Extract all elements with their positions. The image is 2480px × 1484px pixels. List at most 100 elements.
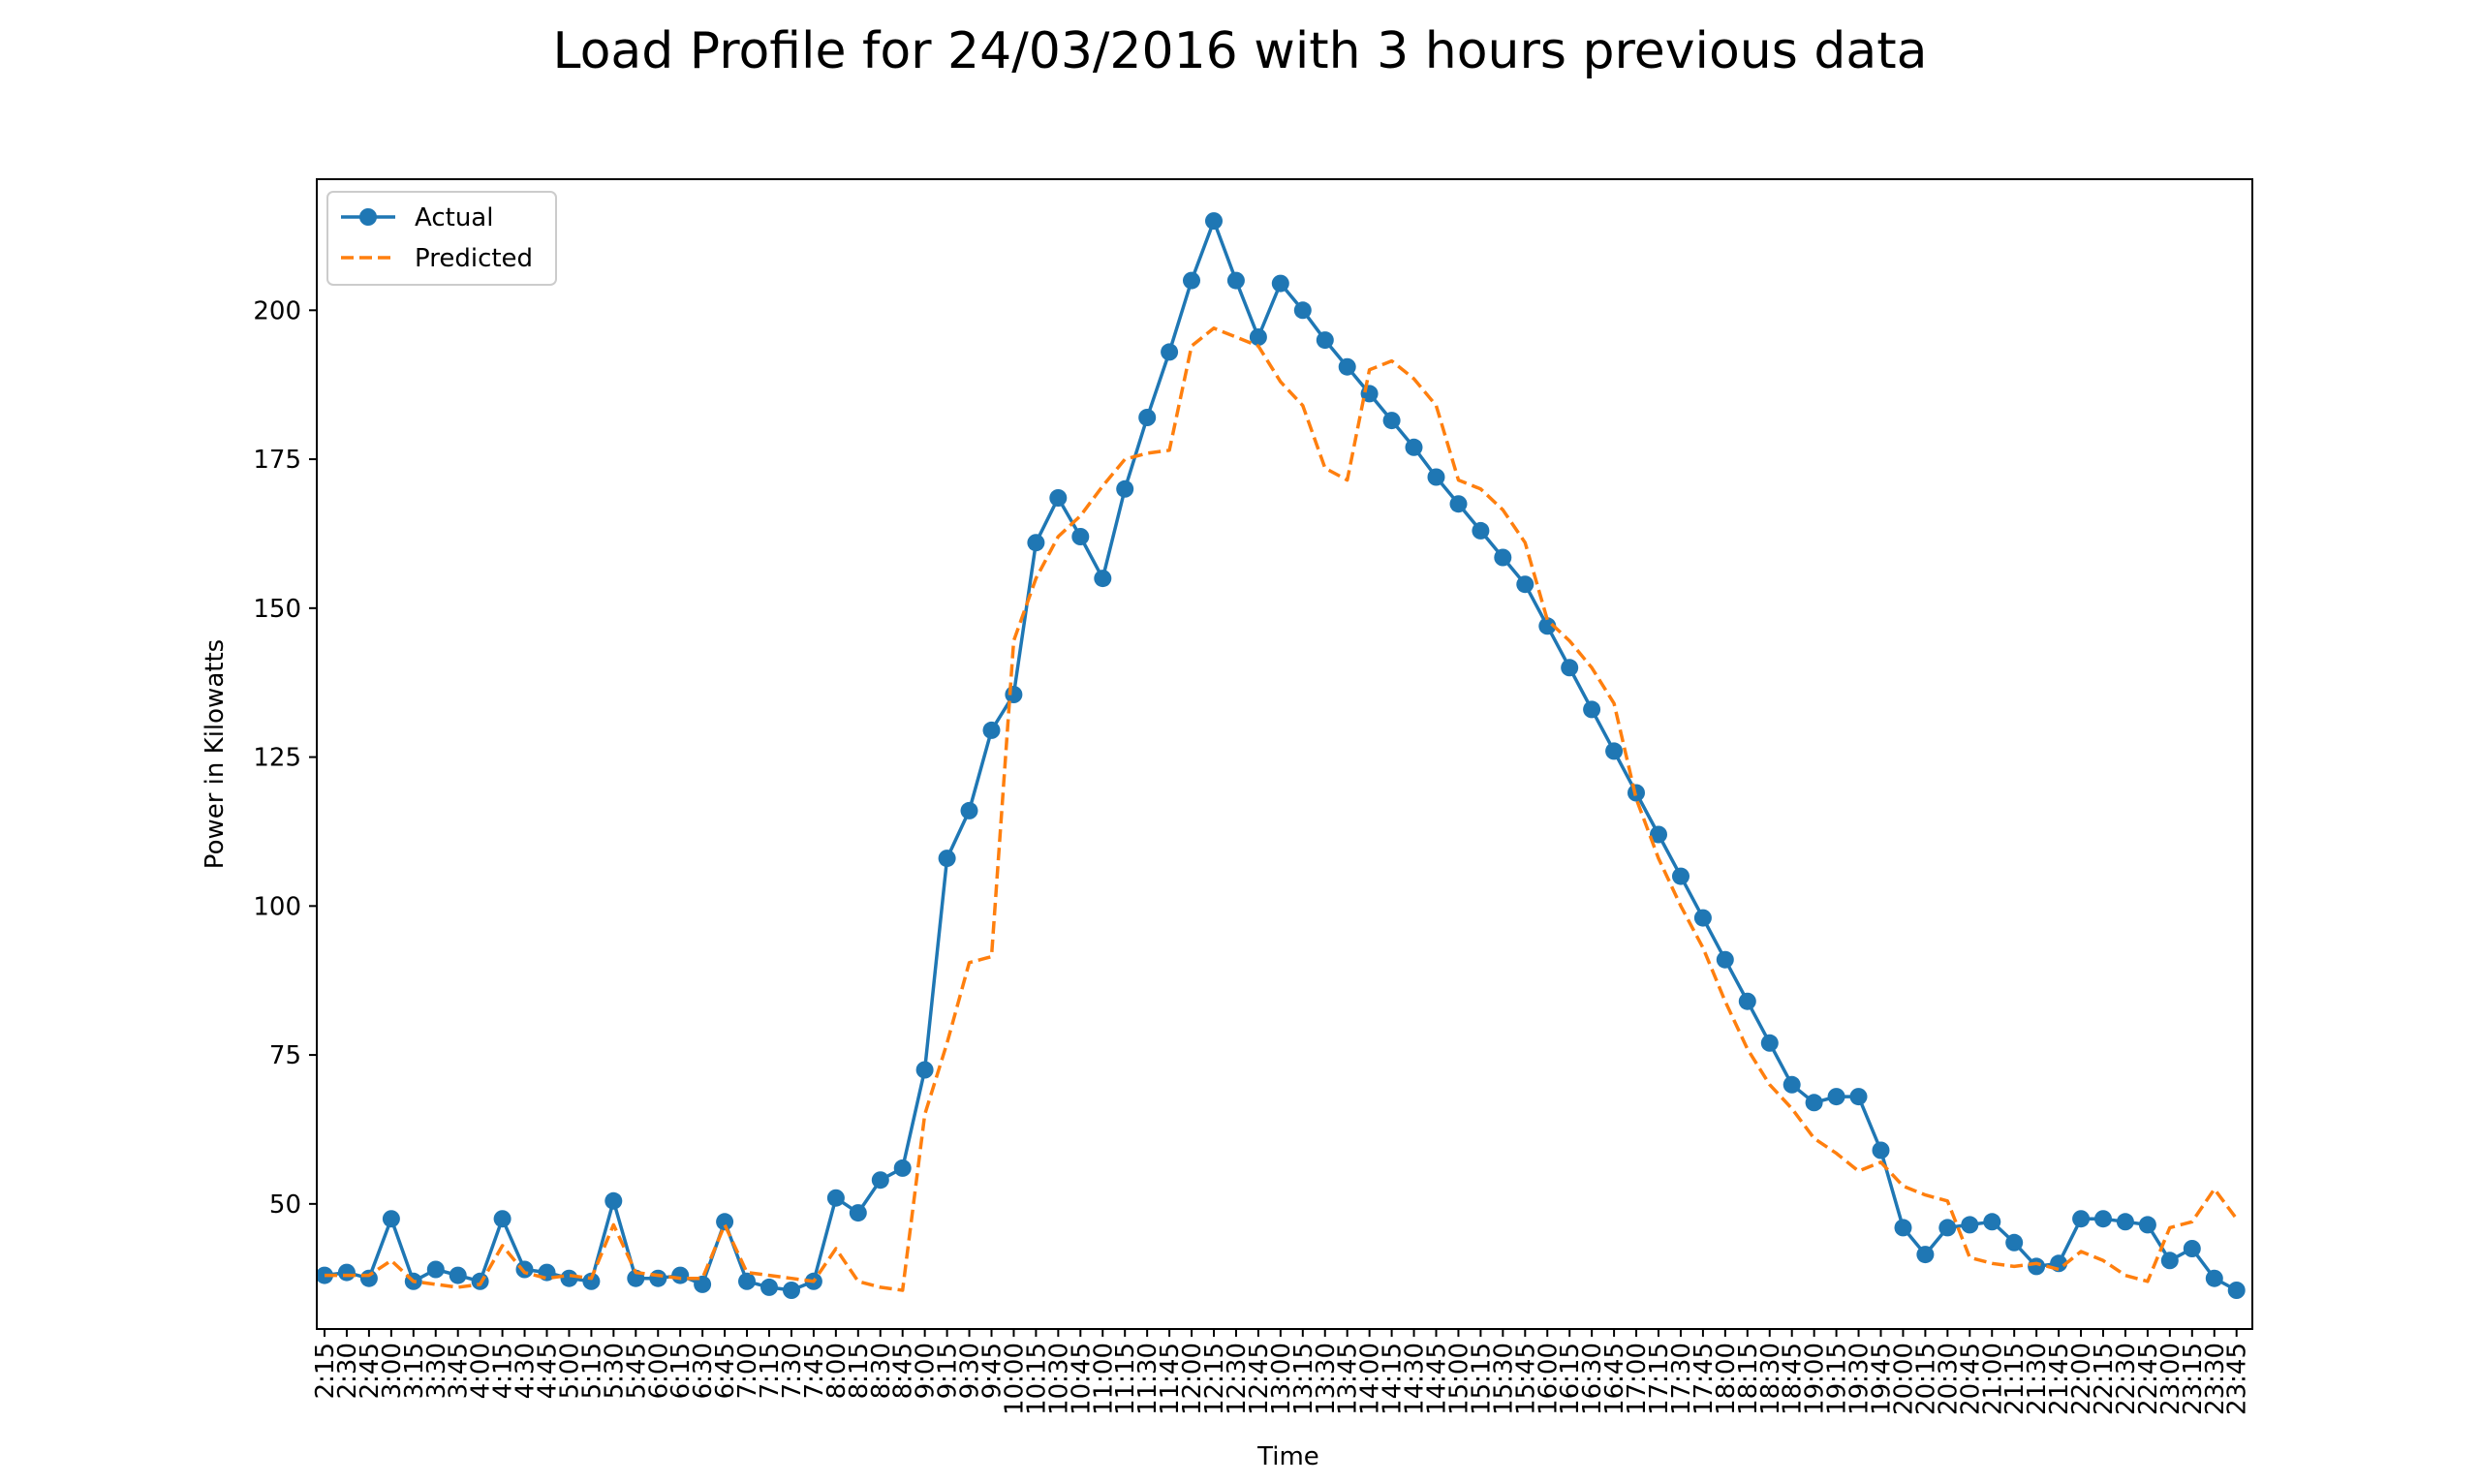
series-layer <box>316 212 2246 1299</box>
x-tick-label: 16:45 <box>1600 1343 1629 1415</box>
y-tick-label: 150 <box>253 595 301 624</box>
chart-title: Load Profile for 24/03/2016 with 3 hours… <box>553 22 1928 80</box>
data-point <box>649 1269 667 1287</box>
data-point <box>1650 825 1667 844</box>
data-point <box>1049 489 1068 507</box>
x-tick-label: 10:45 <box>1067 1343 1096 1415</box>
x-tick-label: 3:00 <box>378 1343 407 1399</box>
data-point <box>982 721 1001 739</box>
data-point <box>1516 575 1534 594</box>
x-tick-label: 22:45 <box>2134 1343 2163 1415</box>
data-point <box>1983 1213 2001 1231</box>
x-tick-label: 6:30 <box>689 1343 718 1399</box>
x-tick-label: 20:30 <box>1934 1343 1963 1415</box>
x-tick-label: 20:00 <box>1889 1343 1918 1415</box>
data-point <box>826 1189 845 1207</box>
data-point <box>871 1171 889 1190</box>
x-tick-label: 13:45 <box>1334 1343 1363 1415</box>
x-tick-label: 5:30 <box>600 1343 629 1399</box>
x-tick-label: 20:45 <box>1956 1343 1985 1415</box>
x-tick-label: 10:15 <box>1022 1343 1051 1415</box>
data-point <box>1226 271 1245 290</box>
x-tick-label: 12:00 <box>1178 1343 1207 1415</box>
x-tick-label: 20:15 <box>1911 1343 1940 1415</box>
data-point <box>1183 271 1200 290</box>
chart-legend: Actual Predicted <box>326 191 557 286</box>
y-tick-label: 125 <box>253 744 301 773</box>
data-point <box>1249 328 1267 346</box>
data-point <box>1116 479 1134 498</box>
x-tick-label: 18:45 <box>1779 1343 1808 1415</box>
data-point <box>2227 1282 2246 1299</box>
x-tick-label: 11:15 <box>1111 1343 1140 1415</box>
data-point <box>560 1269 578 1287</box>
x-tick-label: 2:15 <box>311 1343 340 1399</box>
data-point <box>938 850 956 868</box>
data-point <box>760 1278 778 1296</box>
legend-marker <box>359 208 377 226</box>
data-point <box>426 1260 445 1279</box>
x-tick-label: 15:00 <box>1444 1343 1473 1415</box>
x-tick-label: 21:30 <box>2023 1343 2052 1415</box>
x-tick-label: 7:00 <box>733 1343 762 1399</box>
data-point <box>1027 534 1045 552</box>
legend-label-predicted: Predicted <box>415 244 533 273</box>
data-point <box>449 1266 467 1284</box>
data-point <box>716 1213 734 1231</box>
x-tick-label: 9:15 <box>934 1343 963 1399</box>
data-point <box>1094 570 1112 588</box>
x-tick-label: 9:00 <box>912 1343 941 1399</box>
y-tick-label: 200 <box>253 296 301 325</box>
x-tick-label: 15:15 <box>1467 1343 1496 1415</box>
x-tick-label: 2:30 <box>333 1343 362 1399</box>
data-point <box>1605 742 1624 760</box>
data-point <box>1427 468 1445 486</box>
legend-label-actual: Actual <box>415 203 493 232</box>
x-tick-label: 4:00 <box>467 1343 496 1399</box>
x-tick-label: 9:45 <box>978 1343 1008 1399</box>
data-point <box>1561 659 1579 677</box>
x-tick-label: 16:00 <box>1534 1343 1563 1415</box>
data-point <box>1760 1034 1779 1052</box>
x-tick-label: 16:30 <box>1578 1343 1607 1415</box>
data-point <box>2072 1210 2091 1228</box>
data-point <box>1672 867 1690 885</box>
x-tick-label: 12:30 <box>1223 1343 1252 1415</box>
data-point <box>1716 950 1734 969</box>
data-point <box>2160 1252 2179 1270</box>
x-tick-label: 10:30 <box>1044 1343 1073 1415</box>
data-point <box>1782 1075 1801 1094</box>
x-tick-label: 6:15 <box>666 1343 696 1399</box>
data-point <box>1583 700 1601 719</box>
x-tick-label: 14:00 <box>1356 1343 1385 1415</box>
data-point <box>1738 992 1756 1010</box>
x-tick-label: 6:00 <box>644 1343 673 1399</box>
x-tick-label: 22:30 <box>2112 1343 2141 1415</box>
x-tick-label: 8:30 <box>867 1343 896 1399</box>
x-tick-label: 7:45 <box>800 1343 829 1399</box>
data-point <box>849 1204 867 1222</box>
x-tick-label: 4:15 <box>489 1343 518 1399</box>
data-point <box>2116 1213 2134 1231</box>
x-tick-label: 8:00 <box>822 1343 852 1399</box>
x-tick-label: 15:30 <box>1489 1343 1518 1415</box>
series-line-predicted <box>325 326 2239 1292</box>
data-point <box>1872 1141 1890 1159</box>
data-point <box>2094 1210 2112 1228</box>
data-point <box>1894 1219 1912 1237</box>
data-point <box>2183 1240 2201 1257</box>
x-tick-label: 11:30 <box>1133 1343 1162 1415</box>
data-point <box>1805 1094 1823 1112</box>
data-point <box>2028 1257 2046 1276</box>
data-point <box>1382 412 1401 430</box>
data-point <box>359 1269 378 1287</box>
x-tick-label: 17:45 <box>1690 1343 1719 1415</box>
plot-frame <box>316 178 2253 1330</box>
x-tick-label: 11:45 <box>1156 1343 1185 1415</box>
x-tick-label: 14:45 <box>1423 1343 1452 1415</box>
x-axis-label: Time <box>1256 1442 1319 1471</box>
data-point <box>1827 1088 1845 1106</box>
data-point <box>671 1266 690 1284</box>
x-tick-label: 23:15 <box>2179 1343 2208 1415</box>
